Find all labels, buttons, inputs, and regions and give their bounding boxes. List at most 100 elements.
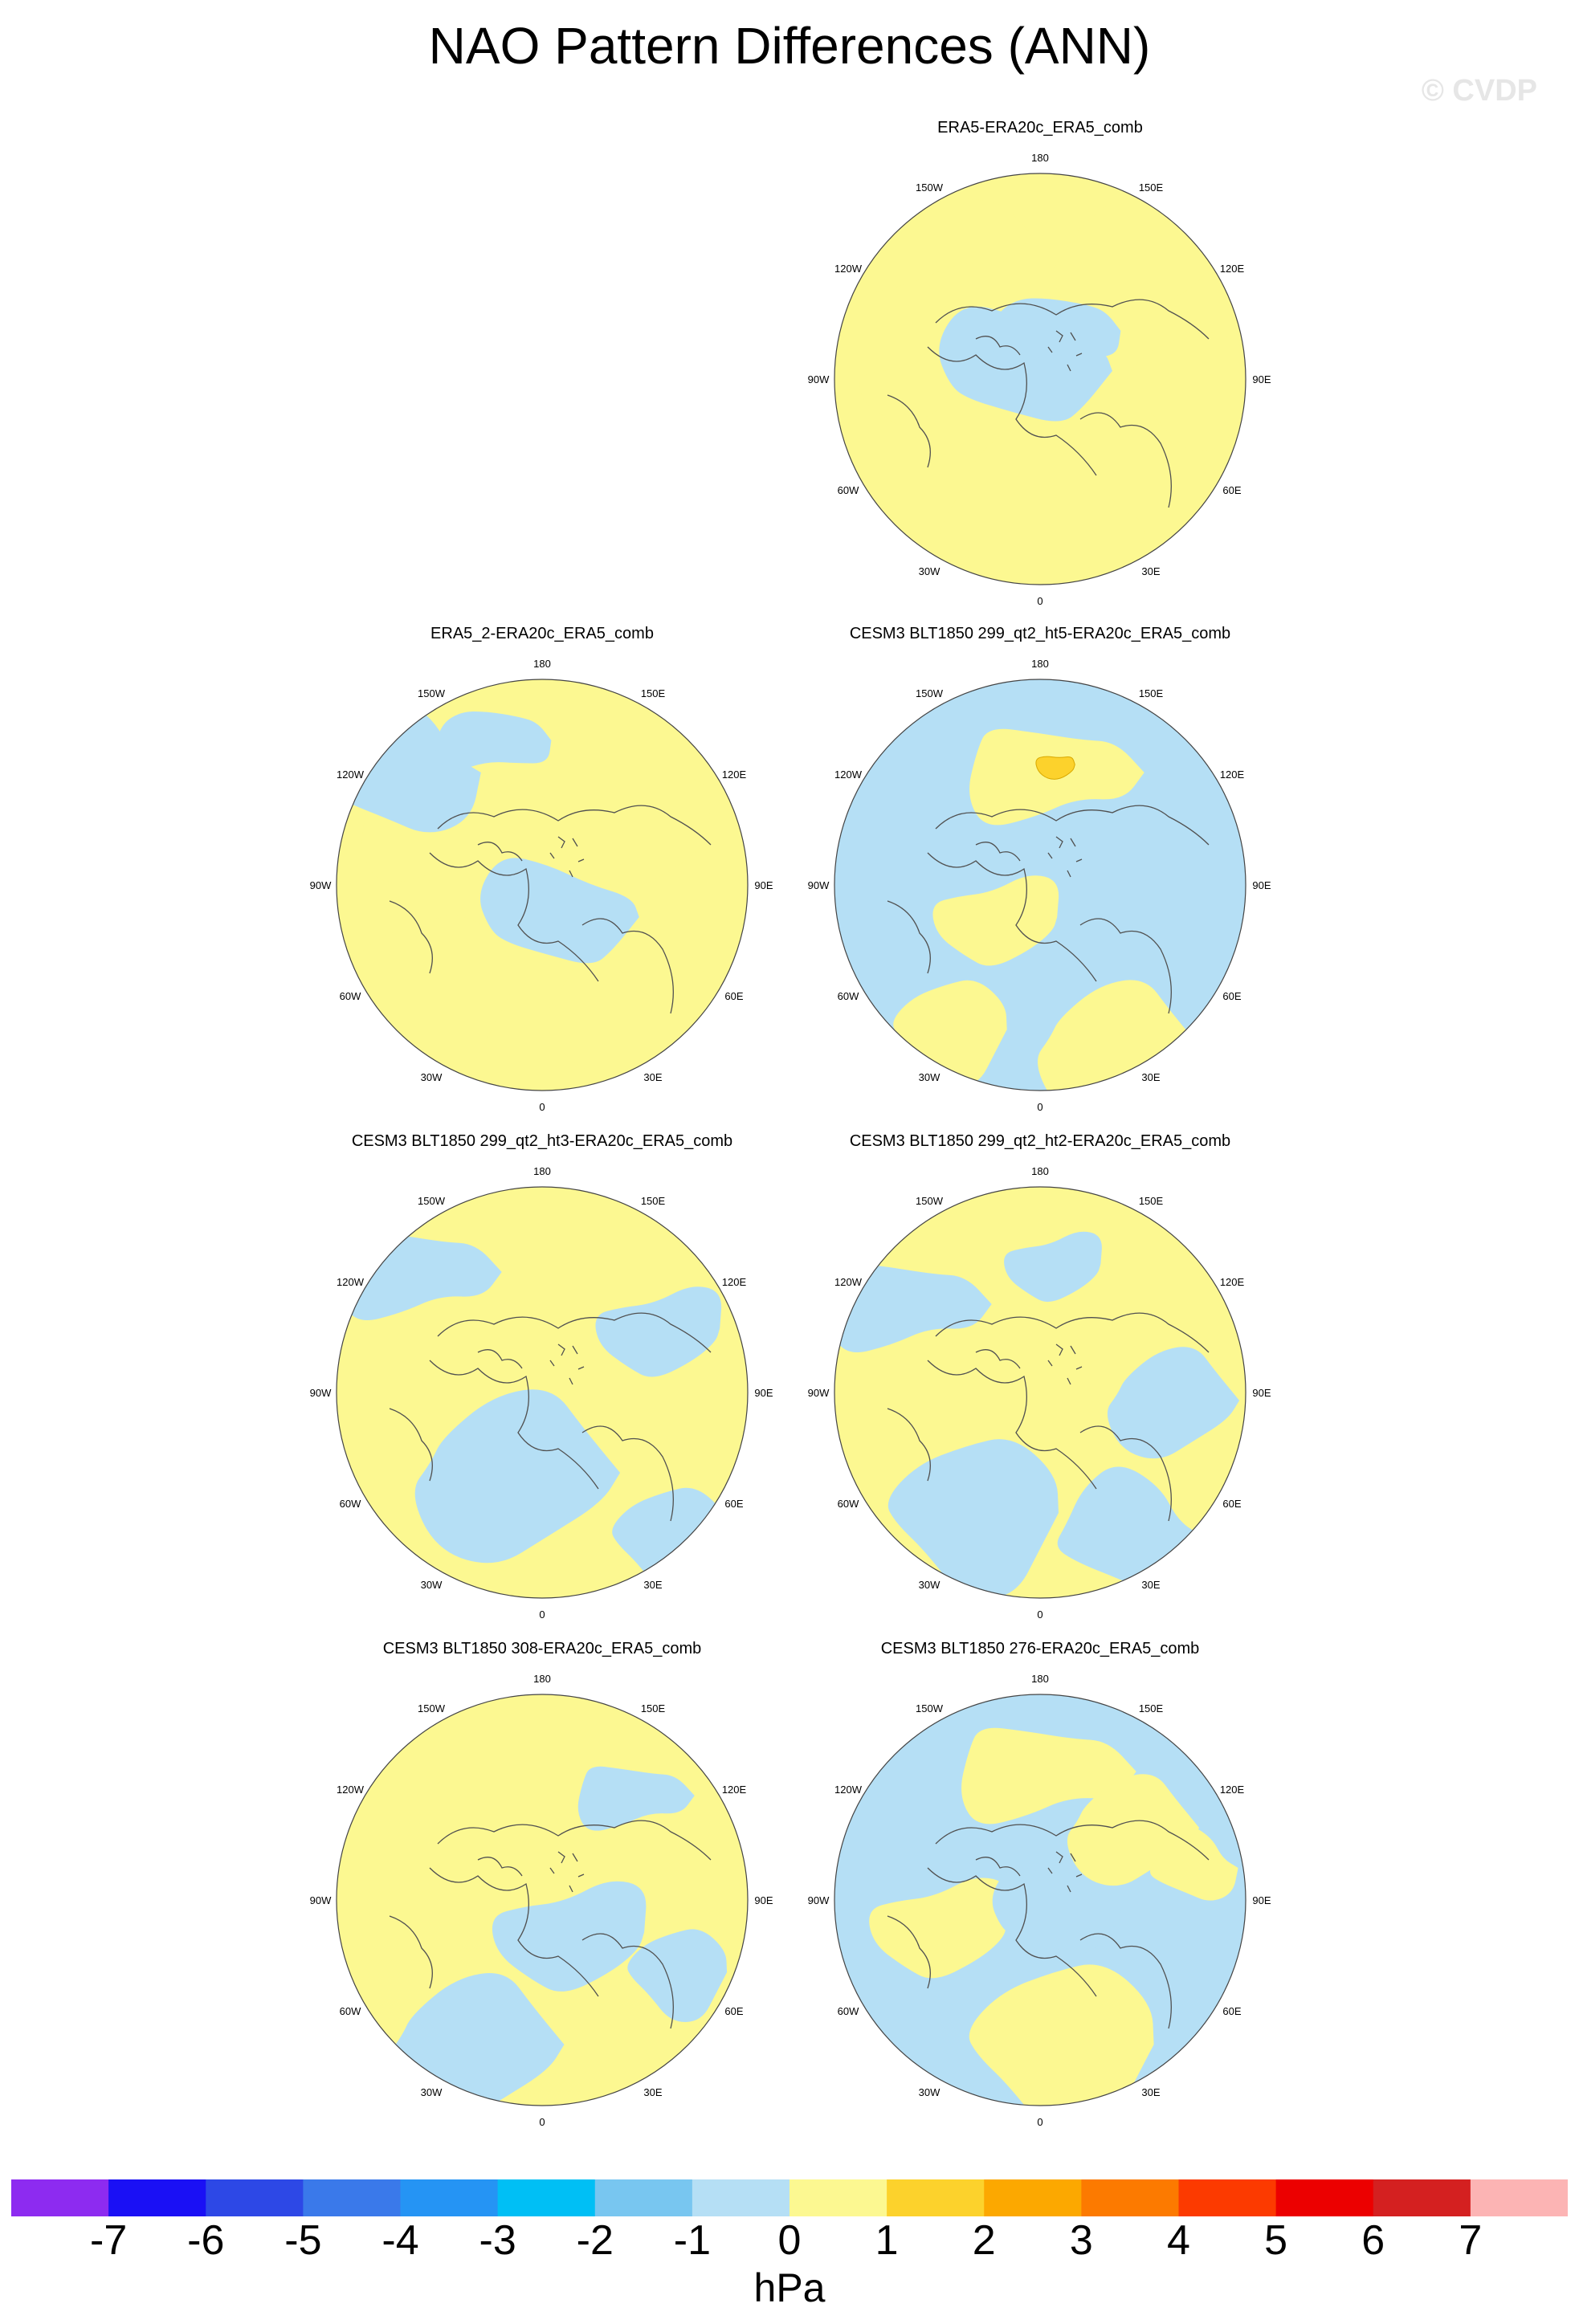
longitude-label: 30W [919,565,940,577]
coastline [975,1857,1021,1877]
longitude-label: 60W [838,2005,859,2017]
cvdp-watermark: © CVDP [1421,74,1537,108]
longitude-label: 150E [641,1702,666,1714]
longitude-label: 180 [533,1165,551,1177]
longitude-label: 180 [1031,658,1049,670]
coastline [1079,1425,1172,1522]
coastline [1047,1851,1083,1893]
positive-anomaly-region [940,425,1147,585]
map-panel-era5-2: ERA5_2-ERA20c_ERA5_comb 180 150E 120E 90E 60… [293,625,791,1131]
colorbar-tick-label: -4 [381,2217,419,2264]
negative-anomaly-region [414,1389,621,1564]
colorbar-segment [1081,2179,1180,2216]
longitude-label: 150E [1139,1702,1164,1714]
coastline [935,1820,1210,1861]
longitude-label: 60W [340,2005,361,2017]
coastline [581,1425,674,1522]
map-panel-cesm3-276: CESM3 BLT1850 276-ERA20c_ERA5_comb 180 15… [791,1640,1289,2146]
longitude-label: 60W [340,1498,361,1510]
colorbar-units: hPa [753,2265,826,2310]
longitude-label: 30W [421,1579,443,1591]
longitude-label: 90E [1252,373,1271,385]
map-boundary [834,1186,1246,1599]
longitude-label: 0 [1037,2116,1042,2128]
longitude-label: 90E [1252,879,1271,891]
positive-anomaly-region [932,875,1059,966]
longitude-label: 30W [919,2086,940,2098]
longitude-label: 150W [418,687,446,699]
colorbar-segment [1373,2179,1471,2216]
polar-map: 180 150E 120E 90E 60E 30E 0 30W 60W 90W 120W 150W [310,1165,773,1621]
longitude-label: 30E [643,2086,662,2098]
longitude-label: 30W [919,1579,940,1591]
longitude-label: 90E [754,879,773,891]
polar-map: 180 150E 120E 90E 60E 30E 0 30W 60W 90W 120W 150W [310,658,773,1113]
map-panel-cesm3-ht2: CESM3 BLT1850 299_qt2_ht2-ERA20c_ERA5_co… [791,1132,1289,1638]
longitude-label: 90E [754,1387,773,1399]
longitude-label: 120E [1220,769,1245,781]
longitude-label: 150W [916,1195,944,1207]
longitude-label: 60W [340,990,361,1002]
longitude-label: 60E [1222,484,1241,496]
longitude-label: 150W [916,687,944,699]
longitude-label: 0 [539,1608,545,1621]
colorbar-segment [400,2179,499,2216]
longitude-label: 120E [1220,263,1245,275]
colorbar-segment [692,2179,790,2216]
coastline [935,299,1210,340]
longitude-label: 150W [418,1702,446,1714]
positive-anomaly-region [961,1727,1136,1825]
colorbar [11,2179,1568,2216]
longitude-label: 30E [1141,565,1160,577]
longitude-label: 90E [1252,1894,1271,1906]
strong-positive-region [1035,756,1075,780]
longitude-label: 90W [310,1387,332,1399]
negative-anomaly-region [989,298,1121,364]
positive-anomaly-region [1054,193,1215,330]
colorbar-tick-label: -7 [90,2217,128,2264]
longitude-label: 30E [1141,1071,1160,1083]
positive-anomaly-region [1127,332,1246,451]
polar-map: 180 150E 120E 90E 60E 30E 0 30W 60W 90W 120W 150W [808,152,1271,607]
colorbar-segment [984,2179,1082,2216]
longitude-label: 90W [808,879,830,891]
negative-anomaly-region [939,306,1112,422]
colorbar-segment [303,2179,402,2216]
polar-map: 180 150E 120E 90E 60E 30E 0 30W 60W 90W 120W 150W [808,658,1271,1113]
longitude-label: 120W [834,1276,863,1288]
longitude-label: 60W [838,1498,859,1510]
coastline [975,1349,1021,1369]
polar-map: 180 150E 120E 90E 60E 30E 0 30W 60W 90W 120W 150W [808,1165,1271,1621]
page-title: NAO Pattern Differences (ANN) [428,17,1151,75]
coastline [389,900,433,974]
coastline [477,842,523,862]
positive-anomaly-region [1149,1825,1238,1901]
colorbar-segment [206,2179,304,2216]
negative-anomaly-region [1107,1347,1240,1459]
longitude-label: 150W [916,1702,944,1714]
colorbar-segment [887,2179,985,2216]
coastline [549,1343,585,1385]
panel-title: CESM3 BLT1850 299_qt2_ht3-ERA20c_ERA5_co… [351,1132,733,1150]
longitude-label: 30E [643,1071,662,1083]
coastline [429,852,599,982]
coastline [935,1312,1210,1353]
longitude-label: 150E [641,1195,666,1207]
longitude-label: 60E [724,2005,743,2017]
negative-anomaly-region [1004,1231,1102,1303]
longitude-label: 150E [1139,181,1164,194]
negative-anomaly-region [577,1766,695,1831]
colorbar-tick-label: 1 [875,2217,899,2264]
map-boundary [834,1694,1246,2106]
coastline [389,1915,433,1989]
longitude-label: 120W [834,263,863,275]
positive-anomaly-region [859,354,957,426]
panel-title: ERA5_2-ERA20c_ERA5_comb [430,625,654,642]
colorbar-tick-label: -3 [479,2217,516,2264]
longitude-label: 150E [641,687,666,699]
coastline [887,1915,931,1989]
negative-anomaly-region [480,858,639,964]
longitude-label: 30E [643,1579,662,1591]
colorbar-tick-label: -1 [673,2217,711,2264]
colorbar-segment [11,2179,109,2216]
